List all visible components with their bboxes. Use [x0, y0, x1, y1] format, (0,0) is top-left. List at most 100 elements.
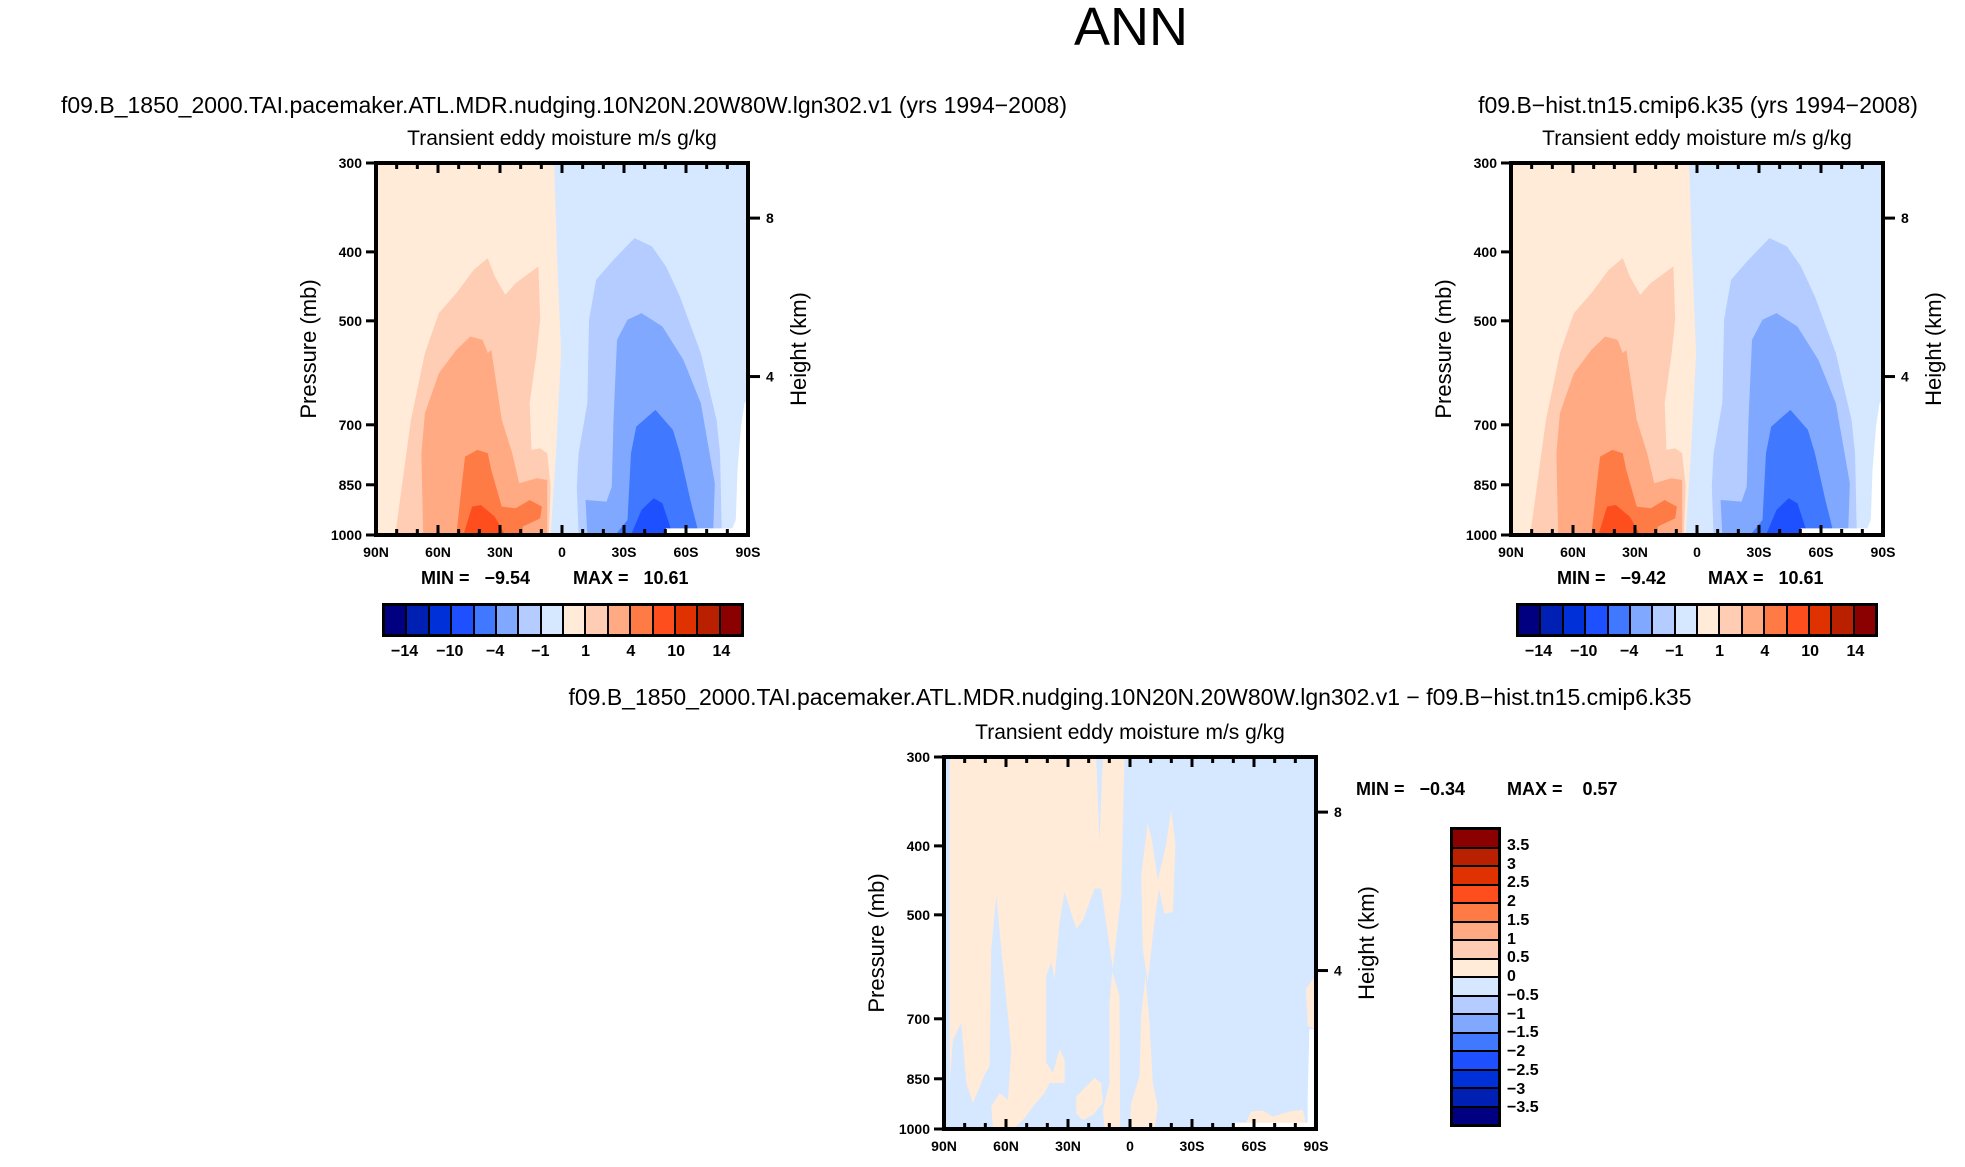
lat-tick-label: 90N [363, 544, 389, 560]
contour-region-8 [630, 498, 673, 535]
contour-field [944, 757, 1316, 1129]
colorbar-label: −0.5 [1507, 986, 1539, 1004]
colorbar-label: −1.5 [1507, 1024, 1539, 1042]
colorbar-swatch [1453, 941, 1498, 960]
colorbar-swatch [1720, 606, 1743, 634]
lat-tick-label: 30N [487, 544, 513, 560]
contour-region-9 [665, 399, 748, 535]
contour-region-4 [1598, 504, 1641, 535]
contour-field [376, 163, 748, 535]
contour-region-0 [949, 757, 1125, 1129]
contour-region-7 [615, 409, 700, 535]
colorbar-swatch [1453, 830, 1498, 849]
lat-tick-label: 0 [558, 544, 566, 560]
colorbar-swatch [1453, 1033, 1498, 1052]
colorbar-swatch [720, 606, 741, 634]
colorbar-label: −1 [1665, 643, 1684, 660]
pressure-tick-label: 700 [907, 1011, 931, 1027]
contour-region-2 [1556, 336, 1683, 535]
height-tick-label: 4 [766, 369, 774, 385]
lat-tick-label: 90N [931, 1138, 957, 1154]
height-tick-label: 8 [1901, 210, 1909, 226]
colorbar-swatch [1453, 904, 1498, 923]
pressure-tick-label: 400 [339, 244, 363, 260]
colorbar-label: −10 [436, 643, 464, 660]
panel-2-min: MIN = −9.42 [1557, 568, 1667, 588]
panel-3-min: MIN = −0.34 [1356, 779, 1466, 799]
contour-field [1511, 163, 1883, 535]
pressure-tick-label: 500 [339, 313, 363, 329]
colorbar-label: 10 [667, 643, 686, 660]
colorbar-swatch [1742, 606, 1766, 634]
pressure-tick-label: 400 [907, 838, 931, 854]
height-axis-label: Height (km) [786, 292, 811, 406]
colorbar-label: 3.5 [1507, 836, 1530, 854]
colorbar-swatch [1765, 606, 1788, 634]
colorbar-swatch [1586, 606, 1609, 634]
panel-3-title: f09.B_1850_2000.TAI.pacemaker.ATL.MDR.nu… [568, 684, 1692, 710]
plot-frame [1509, 161, 1885, 537]
colorbar-swatch [1563, 606, 1587, 634]
lat-tick-label: 60S [1242, 1138, 1267, 1154]
height-axis-label: Height (km) [1921, 292, 1946, 406]
colorbar-swatch [407, 606, 430, 634]
panel-1-max: MAX = 10.61 [573, 568, 689, 588]
contour-region-7 [1750, 409, 1835, 535]
pressure-tick-label: 700 [339, 417, 363, 433]
pressure-tick-label: 500 [1474, 313, 1498, 329]
lat-tick-label: 30S [612, 544, 637, 560]
lat-tick-label: 60S [1809, 544, 1834, 560]
colorbar-label: −3.5 [1507, 1099, 1539, 1117]
panel-1-subtitle: Transient eddy moisture m/s g/kg [407, 127, 717, 150]
contour-region-2 [1102, 971, 1121, 1129]
contour-region-7 [1234, 1029, 1316, 1129]
colorbar-swatch [631, 606, 654, 634]
colorbar-swatch [564, 606, 587, 634]
panel-2-subtitle: Transient eddy moisture m/s g/kg [1542, 127, 1852, 150]
colorbar-swatch [1453, 1089, 1498, 1108]
lat-tick-label: 60S [674, 544, 699, 560]
colorbar-swatch [1453, 978, 1498, 997]
colorbar-swatch [1453, 885, 1498, 904]
lat-tick-label: 90N [1498, 544, 1524, 560]
panel-3-colorbar [1450, 827, 1501, 1127]
height-axis-label: Height (km) [1354, 886, 1379, 1000]
colorbar-swatch [653, 606, 676, 634]
pressure-tick-label: 400 [1474, 244, 1498, 260]
colorbar-label: 2.5 [1507, 874, 1530, 892]
colorbar-label: −14 [391, 643, 419, 660]
pressure-axis-label: Pressure (mb) [1431, 279, 1456, 418]
colorbar-swatch [1453, 1015, 1498, 1034]
panel-3-contour-plot: 90N 60N 30N 0 30S 60S 90S 300 400 500 700 850 1000 8 4… [864, 749, 1379, 1154]
contour-region-9 [1800, 399, 1883, 535]
panel-3-subtitle: Transient eddy moisture m/s g/kg [975, 721, 1285, 744]
lat-tick-label: 30S [1747, 544, 1772, 560]
pressure-tick-label: 500 [907, 907, 931, 923]
colorbar-swatch [1453, 848, 1498, 867]
lat-tick-label: 0 [1126, 1138, 1134, 1154]
colorbar-swatch [1453, 1052, 1498, 1071]
pressure-tick-label: 1000 [899, 1121, 930, 1137]
colorbar-swatch [608, 606, 632, 634]
colorbar-swatch [474, 606, 497, 634]
plot-axes: 90N 60N 30N 0 30S 60S 90S 300 400 500 700 850 1000 8 4… [864, 749, 1379, 1154]
panel-1-title: f09.B_1850_2000.TAI.pacemaker.ATL.MDR.nu… [60, 92, 1068, 118]
colorbar-swatch [1453, 1070, 1498, 1089]
colorbar-label: −1 [531, 643, 550, 660]
lat-tick-label: 0 [1693, 544, 1701, 560]
colorbar-swatch [1854, 606, 1875, 634]
colorbar-swatch [1453, 1107, 1498, 1124]
colorbar-swatch [586, 606, 609, 634]
colorbar-swatch [452, 606, 475, 634]
contour-region-2 [421, 336, 548, 535]
colorbar-swatch [1608, 606, 1631, 634]
colorbar-swatch [1453, 922, 1498, 941]
colorbar-label: −2 [1507, 1043, 1526, 1060]
colorbar-swatch [429, 606, 453, 634]
colorbar-swatch [1832, 606, 1855, 634]
contour-region-8 [1765, 498, 1808, 535]
pressure-tick-label: 1000 [331, 527, 362, 543]
pressure-axis-label: Pressure (mb) [864, 873, 889, 1012]
colorbar-label: −3 [1507, 1080, 1526, 1098]
pressure-tick-label: 300 [339, 155, 363, 171]
